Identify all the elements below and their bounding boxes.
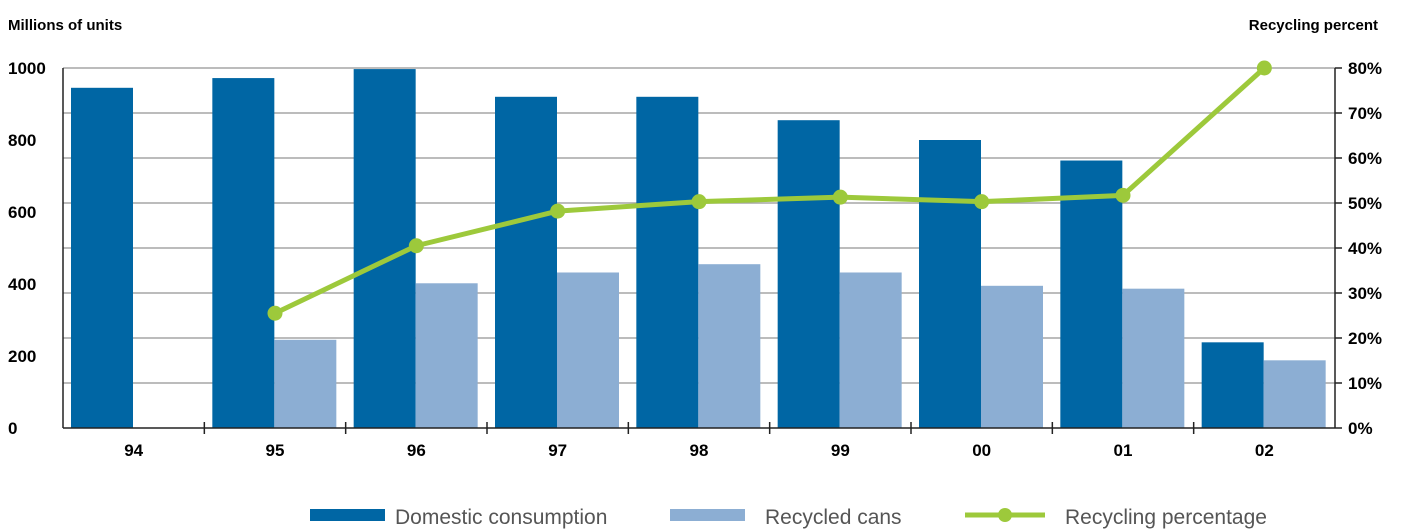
bar-recycled-01 bbox=[1122, 288, 1185, 428]
category-labels: 94 95 96 97 98 99 00 01 02 bbox=[124, 441, 1274, 460]
left-tick-label: 200 bbox=[8, 347, 36, 366]
left-tick-label: 1000 bbox=[8, 59, 46, 78]
right-tick-label: 40% bbox=[1348, 239, 1382, 258]
left-tick-label: 600 bbox=[8, 203, 36, 222]
category-label: 99 bbox=[831, 441, 850, 460]
right-tick-label: 0% bbox=[1348, 419, 1373, 438]
bar-domestic-95 bbox=[212, 78, 275, 428]
category-label: 94 bbox=[124, 441, 143, 460]
recycling-line bbox=[267, 60, 1272, 321]
left-tick-label: 800 bbox=[8, 131, 36, 150]
bar-domestic-94 bbox=[71, 87, 133, 429]
right-tick-labels: 0% 10% 20% 30% 40% 50% 60% 70% 80% bbox=[1348, 59, 1382, 438]
recycling-point-97 bbox=[550, 203, 566, 219]
legend-swatch-domestic bbox=[310, 509, 385, 521]
category-label: 01 bbox=[1114, 441, 1133, 460]
axes bbox=[62, 67, 1342, 434]
legend-label-recycled: Recycled cans bbox=[765, 506, 902, 529]
bar-domestic-02 bbox=[1201, 342, 1264, 428]
bar-recycled-02 bbox=[1263, 360, 1326, 428]
right-tick-label: 30% bbox=[1348, 284, 1382, 303]
right-tick-label: 60% bbox=[1348, 149, 1382, 168]
bar-domestic-00 bbox=[919, 140, 981, 428]
right-tick-label: 20% bbox=[1348, 329, 1382, 348]
legend-label-percentage: Recycling percentage bbox=[1065, 506, 1267, 529]
left-axis-title: Millions of units bbox=[8, 17, 122, 34]
bars bbox=[71, 69, 1326, 429]
recycling-point-96 bbox=[408, 238, 424, 254]
right-tick-label: 10% bbox=[1348, 374, 1382, 393]
legend-label-domestic: Domestic consumption bbox=[395, 506, 607, 529]
left-tick-label: 400 bbox=[8, 275, 36, 294]
legend-swatch-marker bbox=[998, 508, 1012, 522]
bar-recycled-99 bbox=[839, 272, 902, 428]
bar-domestic-98 bbox=[636, 96, 699, 429]
recycling-point-00 bbox=[974, 194, 990, 210]
category-label: 97 bbox=[548, 441, 567, 460]
bar-recycled-98 bbox=[698, 264, 761, 428]
recycling-point-01 bbox=[1115, 187, 1131, 203]
recycling-point-95 bbox=[267, 305, 283, 321]
legend: Domestic consumption Recycled cans Recyc… bbox=[310, 506, 1267, 529]
bar-recycled-00 bbox=[981, 285, 1043, 428]
category-label: 02 bbox=[1255, 441, 1274, 460]
recycling-point-02 bbox=[1256, 60, 1272, 76]
legend-swatch-recycled bbox=[670, 509, 745, 521]
right-tick-label: 70% bbox=[1348, 104, 1382, 123]
right-tick-label: 50% bbox=[1348, 194, 1382, 213]
left-tick-labels: 0 200 400 600 800 1000 bbox=[8, 59, 46, 438]
recycling-point-99 bbox=[832, 189, 848, 205]
category-label: 98 bbox=[690, 441, 709, 460]
category-label: 96 bbox=[407, 441, 426, 460]
bar-recycled-96 bbox=[415, 283, 478, 428]
right-tick-label: 80% bbox=[1348, 59, 1382, 78]
category-label: 00 bbox=[972, 441, 991, 460]
category-label: 95 bbox=[266, 441, 285, 460]
bar-domestic-01 bbox=[1060, 160, 1123, 428]
recycling-point-98 bbox=[691, 194, 707, 210]
left-tick-label: 0 bbox=[8, 419, 17, 438]
right-axis-title: Recycling percent bbox=[1249, 17, 1378, 34]
bar-domestic-97 bbox=[495, 96, 557, 429]
bar-recycled-95 bbox=[274, 339, 337, 428]
bar-domestic-99 bbox=[777, 120, 840, 428]
bar-recycled-97 bbox=[557, 272, 619, 428]
recycling-percentage-line bbox=[273, 66, 1267, 316]
